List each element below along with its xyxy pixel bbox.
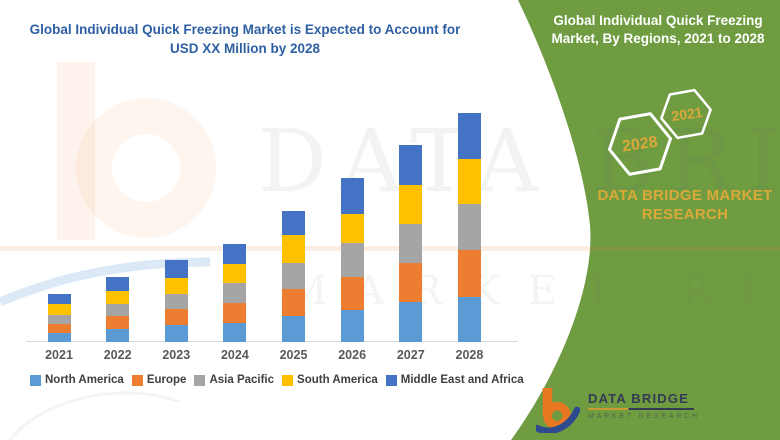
- bar-segment-north-america: [340, 310, 364, 342]
- x-axis-label-2022: 2022: [103, 348, 132, 362]
- chart-legend: North America Europe Asia Pacific South Ame…: [30, 374, 524, 386]
- bar-segment-north-america: [164, 325, 188, 342]
- bar-segment-asia-pacific: [106, 304, 130, 316]
- bar-segment-europe: [47, 324, 71, 333]
- bar-segment-asia-pacific: [457, 204, 481, 250]
- bar-segment-north-america: [223, 323, 247, 342]
- bar-segment-middle-east-and-africa: [282, 211, 306, 235]
- bar-segment-middle-east-and-africa: [340, 178, 364, 214]
- bar-segment-north-america: [457, 297, 481, 342]
- bar-segment-south-america: [47, 304, 71, 315]
- legend-swatch: [282, 374, 294, 386]
- bar-segment-south-america: [399, 185, 423, 224]
- x-axis-label-2024: 2024: [220, 348, 249, 362]
- legend-swatch: [194, 374, 206, 386]
- bar-segment-middle-east-and-africa: [47, 294, 71, 304]
- bar-segment-asia-pacific: [282, 263, 306, 289]
- legend-item-asia-pacific: Asia Pacific: [194, 374, 274, 386]
- x-axis-label-2021: 2021: [45, 348, 73, 362]
- legend-swatch: [30, 374, 41, 386]
- data-bridge-logo-icon: [536, 387, 580, 433]
- bar-segment-europe: [164, 309, 188, 325]
- bar-segment-europe: [282, 289, 306, 316]
- bar-segment-south-america: [340, 214, 364, 243]
- bar-segment-europe: [106, 316, 130, 329]
- chart-title-line2: USD XX Million by 2028: [169, 41, 321, 56]
- bar-segment-middle-east-and-africa: [106, 277, 130, 291]
- bar-segment-south-america: [457, 159, 481, 204]
- chart-title: Global Individual Quick Freezing Market …: [20, 20, 470, 58]
- legend-item-europe: Europe: [131, 374, 187, 386]
- bar-segment-europe: [457, 250, 481, 297]
- legend-item-middle-east-and-africa: Middle East and Africa: [385, 374, 524, 386]
- x-axis-label-2023: 2023: [162, 348, 191, 362]
- legend-item-north-america: North America: [30, 374, 124, 386]
- legend-label: Middle East and Africa: [400, 374, 524, 386]
- bar-segment-asia-pacific: [399, 224, 423, 263]
- chart-title-line1: Global Individual Quick Freezing Market …: [29, 22, 461, 37]
- bar-segment-south-america: [223, 264, 247, 283]
- legend-swatch: [385, 374, 397, 386]
- bar-segment-south-america: [164, 278, 188, 294]
- x-axis-label-2025: 2025: [279, 348, 308, 362]
- bar-segment-south-america: [106, 291, 130, 304]
- x-axis-label-2028: 2028: [455, 348, 484, 362]
- logo-underline: [588, 408, 694, 410]
- bar-segment-north-america: [399, 302, 423, 342]
- bar-segment-europe: [223, 303, 247, 323]
- logo-name: DATA BRIDGE: [588, 391, 690, 406]
- bar-segment-middle-east-and-africa: [164, 260, 188, 278]
- bar-segment-asia-pacific: [340, 243, 364, 277]
- legend-label: Europe: [146, 374, 187, 386]
- legend-swatch: [131, 374, 143, 386]
- bar-segment-middle-east-and-africa: [399, 145, 423, 185]
- data-bridge-logo: DATA BRIDGE MARKET RESEARCH: [536, 385, 700, 433]
- bar-segment-asia-pacific: [47, 315, 71, 324]
- bar-segment-asia-pacific: [223, 283, 247, 303]
- bar-segment-north-america: [106, 329, 130, 342]
- bar-segment-middle-east-and-africa: [457, 113, 481, 159]
- bar-segment-asia-pacific: [164, 294, 188, 309]
- x-axis-label-2026: 2026: [338, 348, 367, 362]
- legend-item-south-america: South America: [282, 374, 378, 386]
- bar-segment-north-america: [282, 316, 306, 342]
- watermark-stripe: [0, 246, 780, 251]
- x-axis-line: [26, 341, 518, 342]
- bar-segment-middle-east-and-africa: [223, 244, 247, 264]
- legend-label: South America: [297, 374, 378, 386]
- logo-text: DATA BRIDGE MARKET RESEARCH: [588, 391, 700, 420]
- logo-subtitle: MARKET RESEARCH: [588, 413, 700, 420]
- bar-segment-north-america: [47, 333, 71, 342]
- legend-label: Asia Pacific: [209, 374, 275, 386]
- bar-segment-europe: [340, 277, 364, 310]
- x-axis-label-2027: 2027: [396, 348, 425, 362]
- legend-label: North America: [45, 374, 124, 386]
- bar-segment-europe: [399, 263, 423, 302]
- bar-segment-south-america: [282, 235, 306, 263]
